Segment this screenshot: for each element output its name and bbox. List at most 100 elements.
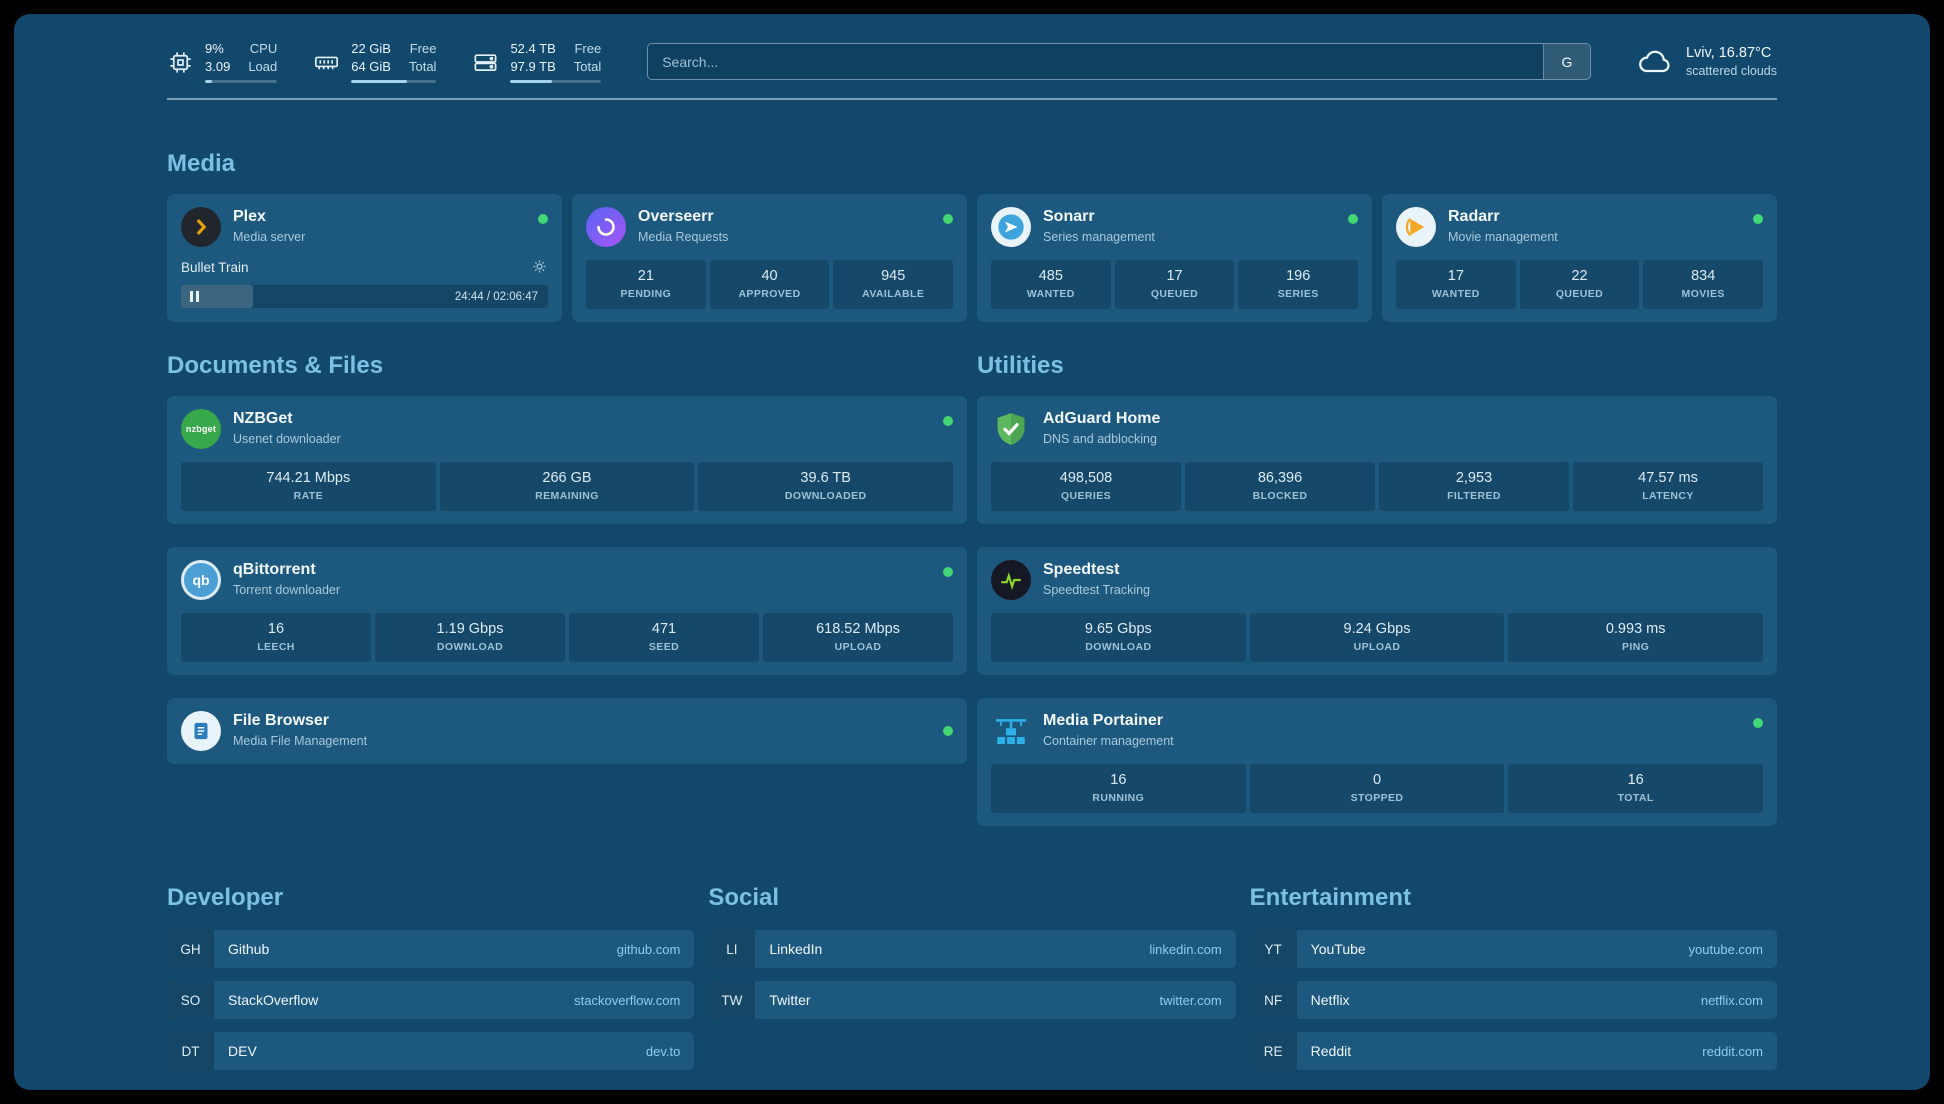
bookmark-url: netflix.com (1700, 992, 1763, 1008)
card-portainer[interactable]: Media Portainer Container management 16 R… (977, 698, 1777, 826)
stat-value: 471 (651, 621, 677, 637)
bookmark-abbr: LI (708, 930, 756, 968)
service-meta: Sonarr Series management (1043, 207, 1155, 244)
bookmark-abbr: DT (167, 1032, 214, 1070)
system-stats: 9% CPU 3.09 Load (167, 40, 602, 83)
card-speedtest[interactable]: Speedtest Speedtest Tracking 9.65 Gbps DO… (977, 547, 1777, 675)
weather-condition: scattered clouds (1685, 64, 1777, 78)
stat-box: 16 RUNNING (991, 764, 1246, 813)
stat-label: DOWNLOAD (1085, 641, 1152, 653)
cpu-load: 3.09 (205, 59, 231, 74)
card-sonarr[interactable]: Sonarr Series management 485 WANTED 17 QUEU… (977, 194, 1372, 322)
service-desc: Torrent downloader (233, 583, 341, 597)
bookmark-group-social: Social LI LinkedIn linkedin.com TW Twitter tw… (708, 884, 1236, 1070)
bookmark-group-entertainment: Entertainment YT YouTube youtube.com NF Netf… (1249, 884, 1777, 1070)
stat-value: 196 (1286, 268, 1311, 284)
bookmark-linkedin[interactable]: LI LinkedIn linkedin.com (708, 930, 1236, 968)
bookmark-url: dev.to (645, 1043, 681, 1059)
weather-widget[interactable]: Lviv, 16.87°C scattered clouds (1637, 44, 1777, 80)
service-name: Sonarr (1043, 208, 1095, 225)
card-adguard[interactable]: AdGuard Home DNS and adblocking 498,508 Q… (977, 396, 1777, 524)
cpu-icon (167, 49, 194, 76)
bookmark-name: StackOverflow (228, 992, 319, 1008)
stat-value: 16 (267, 621, 285, 637)
dashboard: 9% CPU 3.09 Load (14, 14, 1930, 1090)
bookmark-abbr: RE (1249, 1032, 1297, 1070)
sonarr-icon (991, 207, 1031, 247)
card-filebrowser[interactable]: File Browser Media File Management (167, 698, 967, 764)
memory-progress-bar (351, 80, 437, 83)
memory-icon (313, 49, 340, 76)
memory-total-label: Total (408, 59, 437, 74)
card-radarr[interactable]: Radarr Movie management 17 WANTED 22 QUEUED… (1382, 194, 1777, 322)
stat-value: 16 (1627, 772, 1644, 788)
stat-box: 17 WANTED (1396, 260, 1516, 309)
stat-value: 498,508 (1059, 470, 1113, 486)
bookmark-netflix[interactable]: NF Netflix netflix.com (1249, 981, 1777, 1019)
section-title-social: Social (708, 884, 780, 911)
section-title-documents: Documents & Files (167, 352, 384, 379)
plex-icon (181, 207, 221, 247)
now-playing-row: Bullet Train (181, 258, 548, 276)
service-desc: Speedtest Tracking (1043, 583, 1151, 597)
disk-progress-bar (510, 80, 602, 83)
service-name: Speedtest (1043, 561, 1120, 578)
stat-value: 485 (1038, 268, 1063, 284)
stat-value: 9.24 Gbps (1343, 621, 1411, 637)
service-desc: Movie management (1448, 230, 1558, 244)
stat-label: REMAINING (535, 490, 599, 502)
playback-progress-bar[interactable]: 24:44 / 02:06:47 (181, 285, 548, 308)
card-nzbget[interactable]: nzbget NZBGet Usenet downloader 744.21 M… (167, 396, 967, 524)
stat-label: DOWNLOADED (784, 490, 867, 502)
stat-label: DOWNLOAD (436, 641, 504, 653)
stat-box: 16 TOTAL (1508, 764, 1764, 813)
top-bar: 9% CPU 3.09 Load (167, 40, 1777, 83)
cpu-label: CPU (249, 41, 278, 56)
pause-button[interactable] (190, 291, 199, 302)
stat-box: 9.65 Gbps DOWNLOAD (991, 613, 1246, 662)
card-plex[interactable]: Plex Media server Bullet Train (167, 194, 562, 322)
card-qbittorrent[interactable]: qb qBittorrent Torrent downloader 16 LEEC… (167, 547, 967, 675)
bookmark-reddit[interactable]: RE Reddit reddit.com (1249, 1032, 1777, 1070)
service-name: AdGuard Home (1043, 410, 1161, 427)
search-bar: G (647, 43, 1591, 80)
disk-stat: 52.4 TB Free 97.9 TB Total (472, 40, 602, 83)
stat-label: APPROVED (738, 288, 801, 300)
service-meta: Speedtest Speedtest Tracking (1043, 560, 1150, 597)
stat-label: LATENCY (1642, 490, 1694, 502)
bookmark-dev[interactable]: DT DEV dev.to (167, 1032, 695, 1070)
bookmark-github[interactable]: GH Github github.com (167, 930, 695, 968)
stat-box: 485 WANTED (991, 260, 1111, 309)
memory-total: 64 GiB (351, 59, 391, 74)
search-input[interactable] (648, 44, 1543, 79)
stat-box: 0.993 ms PING (1508, 613, 1764, 662)
stat-box: 16 LEECH (181, 613, 371, 662)
stat-value: 266 GB (542, 470, 592, 486)
bookmark-stackoverflow[interactable]: SO StackOverflow stackoverflow.com (167, 981, 695, 1019)
card-overseerr[interactable]: Overseerr Media Requests 21 PENDING 40 APPR… (572, 194, 967, 322)
bookmark-youtube[interactable]: YT YouTube youtube.com (1249, 930, 1777, 968)
cpu-usage: 9% (205, 41, 224, 56)
gear-icon[interactable] (530, 258, 548, 276)
service-name: qBittorrent (233, 561, 316, 578)
stat-value: 945 (881, 268, 906, 284)
status-dot (1753, 214, 1763, 224)
stat-box: 40 APPROVED (709, 260, 830, 309)
stat-label: SERIES (1277, 288, 1319, 300)
status-dot (943, 567, 953, 577)
bookmark-twitter[interactable]: TW Twitter twitter.com (708, 981, 1236, 1019)
service-meta: qBittorrent Torrent downloader (233, 560, 340, 597)
stat-box: 196 SERIES (1238, 260, 1359, 309)
section-title-developer: Developer (167, 884, 284, 911)
stat-value: 17 (1447, 268, 1464, 284)
stat-box: 744.21 Mbps RATE (181, 462, 436, 511)
bookmark-url: twitter.com (1159, 992, 1222, 1008)
stat-label: UPLOAD (834, 641, 882, 653)
stat-box: 86,396 BLOCKED (1185, 462, 1375, 511)
stats-row: 9.65 Gbps DOWNLOAD 9.24 Gbps UPLOAD 0.993 ms… (991, 613, 1764, 662)
stat-label: STOPPED (1350, 792, 1404, 804)
status-dot (943, 214, 953, 224)
service-desc: Media server (233, 230, 306, 244)
stat-box: 22 QUEUED (1519, 260, 1640, 309)
search-provider-button[interactable]: G (1542, 44, 1590, 79)
